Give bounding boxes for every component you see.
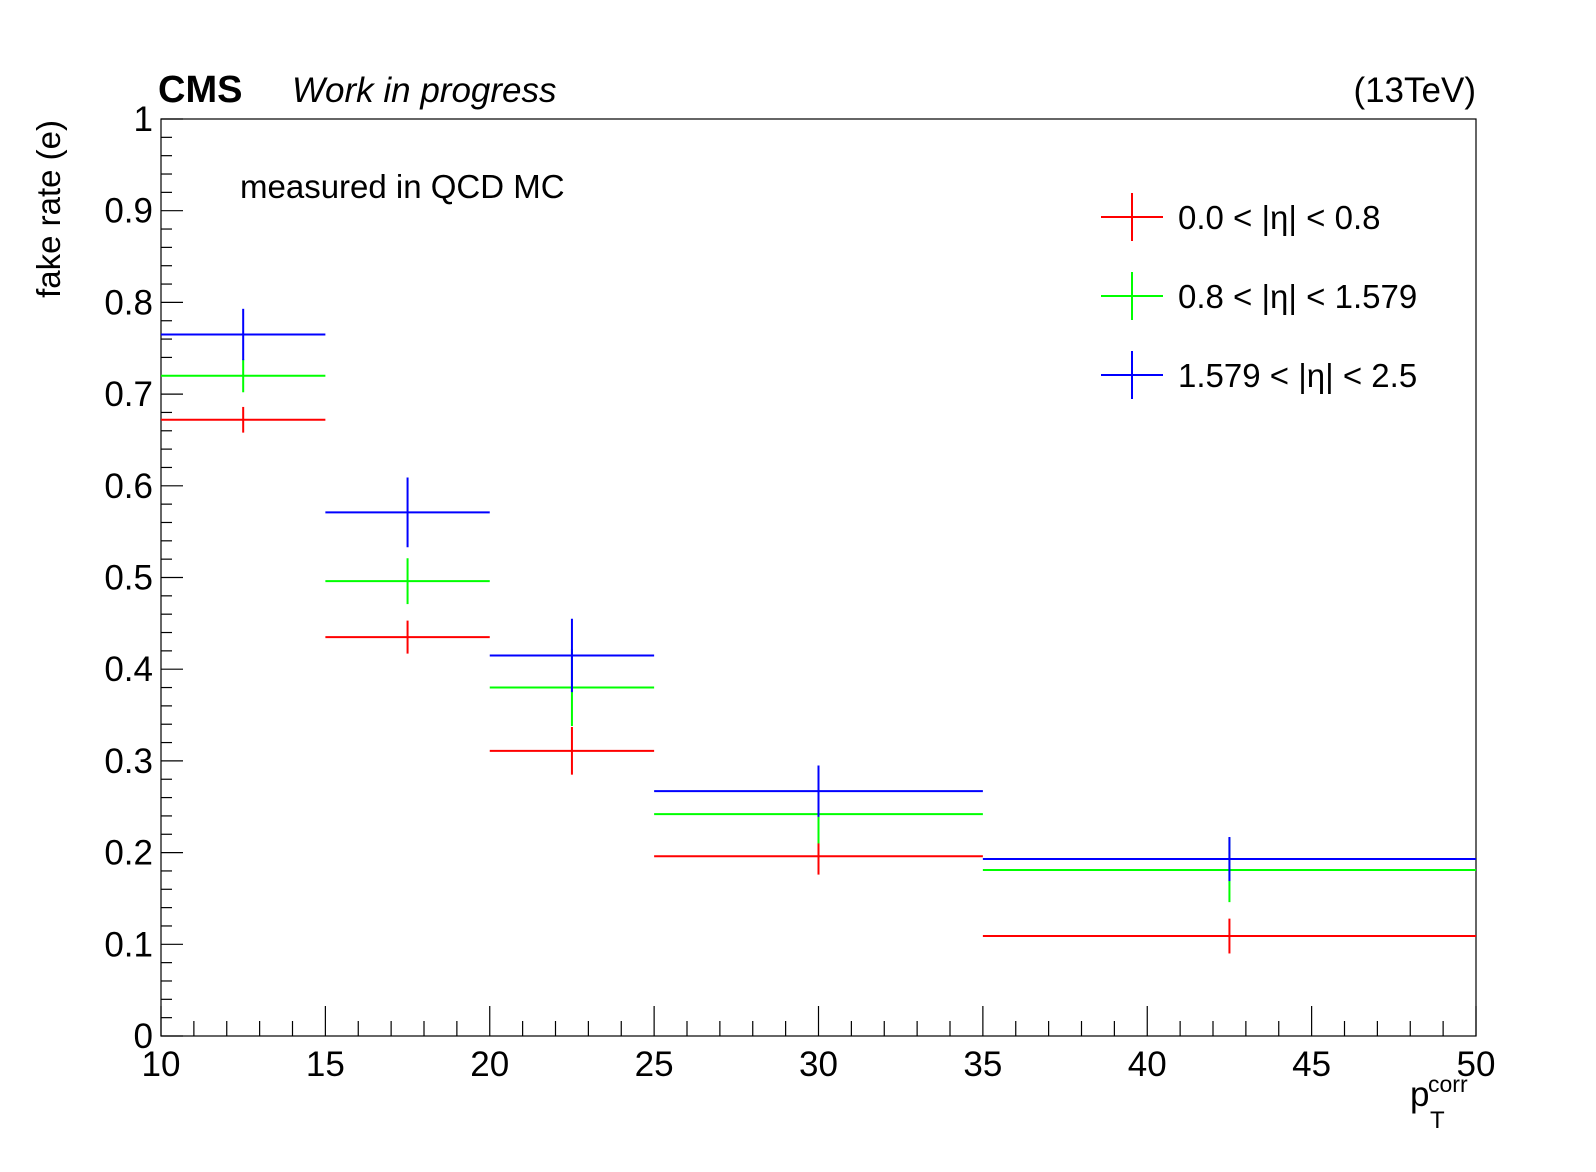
legend-label: 0.8 < |η| < 1.579 xyxy=(1178,278,1417,315)
y-tick-label: 0.8 xyxy=(104,283,153,322)
axes: 10 15 20 25 30 35 40 45 50 0 0.1 0.2 0.3 0.4 0.5 0.6 0.7… xyxy=(104,100,1495,1084)
y-tick-label: 0.4 xyxy=(104,650,153,689)
y-tick-label: 0 xyxy=(134,1017,153,1056)
y-axis-title: fake rate (e) xyxy=(30,120,67,298)
data-point xyxy=(489,618,655,693)
x-tick-label: 10 xyxy=(142,1045,181,1084)
x-tick-label: 25 xyxy=(635,1045,674,1084)
legend-label: 1.579 < |η| < 2.5 xyxy=(1178,357,1417,394)
data-point xyxy=(489,726,655,775)
legend-entry: 1.579 < |η| < 2.5 xyxy=(1101,351,1417,399)
x-axis-title-subscript: T xyxy=(1430,1107,1445,1134)
data-point xyxy=(982,837,1476,882)
y-tick-label: 0.6 xyxy=(104,467,153,506)
y-tick-label: 0.1 xyxy=(104,925,153,964)
x-tick-label: 30 xyxy=(799,1045,838,1084)
legend-entry: 0.0 < |η| < 0.8 xyxy=(1101,193,1380,241)
y-tick-label: 0.9 xyxy=(104,192,153,231)
x-tick-label: 50 xyxy=(1457,1045,1496,1084)
data-point xyxy=(161,406,326,433)
data-point xyxy=(982,918,1476,954)
data-point xyxy=(161,359,326,393)
data-point xyxy=(654,765,983,817)
data-point xyxy=(161,308,326,361)
data-point xyxy=(654,837,983,875)
x-axis-title-base: p xyxy=(1410,1075,1429,1114)
x-tick-label: 20 xyxy=(470,1045,509,1084)
y-tick-label: 0.5 xyxy=(104,559,153,598)
x-axis-title-superscript: corr xyxy=(1428,1071,1468,1097)
y-tick-label: 0.7 xyxy=(104,375,153,414)
legend-entry: 0.8 < |η| < 1.579 xyxy=(1101,272,1417,320)
status-label: Work in progress xyxy=(292,71,557,110)
x-tick-label: 15 xyxy=(306,1045,345,1084)
data-point xyxy=(325,558,490,605)
legend: 0.0 < |η| < 0.8 0.8 < |η| < 1.579 1.579 < … xyxy=(1101,193,1417,399)
data-point xyxy=(325,477,490,548)
energy-label: (13TeV) xyxy=(1353,71,1476,110)
y-tick-label: 1 xyxy=(134,100,153,139)
y-tick-label: 0.3 xyxy=(104,742,153,781)
x-tick-label: 40 xyxy=(1128,1045,1167,1084)
y-tick-label: 0.2 xyxy=(104,834,153,873)
series-layer xyxy=(161,308,1476,954)
legend-label: 0.0 < |η| < 0.8 xyxy=(1178,199,1380,236)
annotation-label: measured in QCD MC xyxy=(240,168,565,205)
x-tick-label: 35 xyxy=(963,1045,1002,1084)
series-3 xyxy=(161,308,1476,882)
x-axis-title: p corr T xyxy=(1410,1071,1468,1134)
series-1 xyxy=(161,406,1476,954)
experiment-label: CMS xyxy=(158,69,242,111)
data-point xyxy=(325,620,490,654)
x-tick-label: 45 xyxy=(1292,1045,1331,1084)
